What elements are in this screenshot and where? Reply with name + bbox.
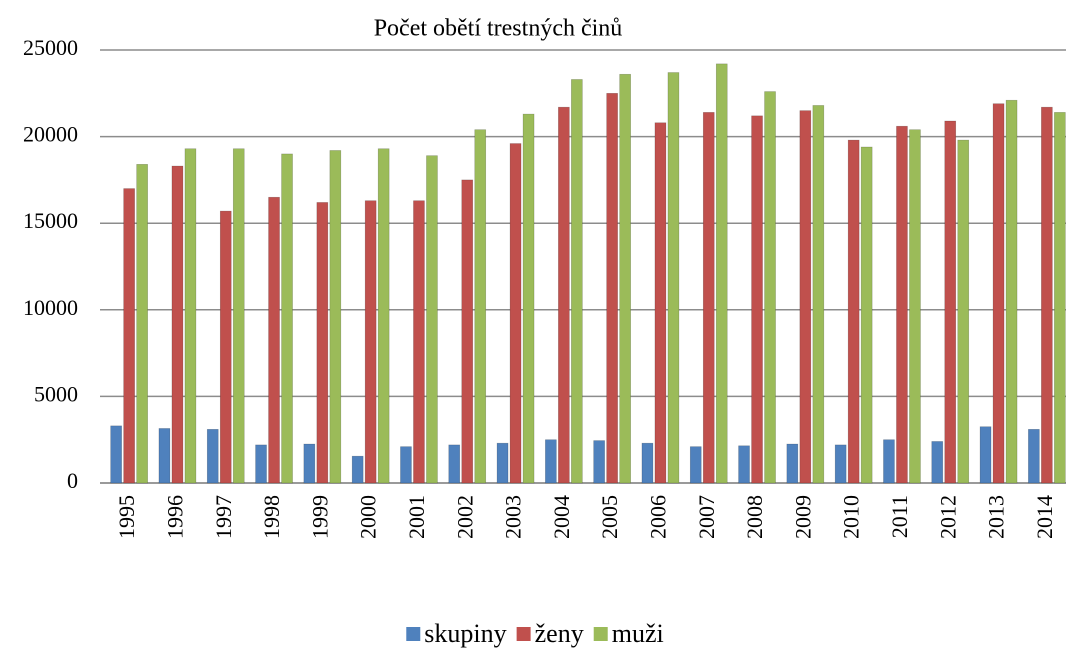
bar [123,188,135,484]
legend-swatch [406,627,421,641]
bar [654,122,667,484]
x-tick-label: 1997 [211,495,236,539]
bar [377,148,390,484]
bar [268,196,280,484]
bar [883,439,895,484]
bar [413,200,425,484]
bar [281,153,293,484]
bar [689,446,702,484]
y-tick-label: 5000 [34,381,78,406]
bar [474,129,487,484]
legend-label: skupiny [424,619,506,648]
bar [364,200,377,484]
bar [110,425,122,484]
bar [860,146,873,484]
x-tick-label: 2012 [935,495,960,539]
legend-swatch [593,627,608,641]
bar [979,426,992,484]
y-tick-label: 20000 [23,122,78,147]
x-tick-label: 2011 [887,495,912,538]
bar [255,444,267,484]
bar [448,444,461,484]
bar [136,164,148,484]
bar [812,105,825,484]
bar [641,442,654,484]
bar [496,442,509,484]
bar [702,112,715,484]
bar [834,444,847,484]
chart-title: Počet obětí trestných činů [374,16,623,42]
bar [799,110,812,484]
bar [944,120,957,484]
bar [171,165,184,484]
bar [957,139,970,484]
legend: skupiny ženy muži [406,619,664,648]
y-tick-label: 10000 [23,295,78,320]
legend-label: ženy [535,619,584,648]
legend-label: muži [612,619,664,648]
bar [206,429,219,484]
bar [667,72,680,484]
y-tick-label: 15000 [23,208,78,233]
bar [606,93,618,484]
bar [316,202,329,484]
bar [1028,429,1040,484]
bar [751,115,763,484]
bar [522,113,535,484]
x-tick-label: 1998 [259,495,284,539]
y-tick-label: 0 [67,468,78,493]
x-tick-label: 2004 [549,495,574,539]
bar [558,106,570,484]
bar [184,148,197,484]
x-tick-label: 2010 [839,495,864,539]
bar [571,79,583,484]
bar [400,446,412,484]
x-tick-label: 2002 [452,495,477,539]
bar [219,210,232,484]
x-tick-label: 2007 [694,495,719,539]
bar [847,139,860,484]
x-tick-label: 2008 [742,495,767,539]
y-tick-label: 25000 [23,35,78,60]
x-tick-label: 2009 [790,495,815,539]
bar [909,129,921,484]
x-tick-label: 2001 [404,495,429,539]
bar [992,103,1005,484]
bar [1054,112,1066,484]
bar [1041,106,1053,484]
bar [931,441,944,484]
bar [619,73,631,484]
bar [158,428,171,484]
bar [764,91,776,484]
x-tick-label: 2005 [597,495,622,539]
x-tick-label: 2013 [984,495,1009,539]
x-tick-label: 2000 [356,495,381,539]
x-tick-label: 2003 [501,495,526,539]
bar [303,443,316,484]
bar [329,150,342,484]
bar [593,440,605,484]
bar [461,179,474,484]
legend-swatch [516,627,531,641]
bar [1005,99,1018,484]
bar [426,155,438,484]
x-tick-label: 1996 [162,495,187,539]
x-tick-label: 1995 [114,495,139,539]
bar [545,439,557,484]
bar [232,148,245,484]
bar [738,445,750,484]
bar [509,143,522,484]
bar [715,63,728,484]
bar [786,443,799,484]
x-tick-label: 2014 [1032,495,1057,539]
bar [896,125,908,484]
x-tick-label: 2006 [645,495,670,539]
bar [351,455,364,484]
x-tick-label: 1999 [307,495,332,539]
